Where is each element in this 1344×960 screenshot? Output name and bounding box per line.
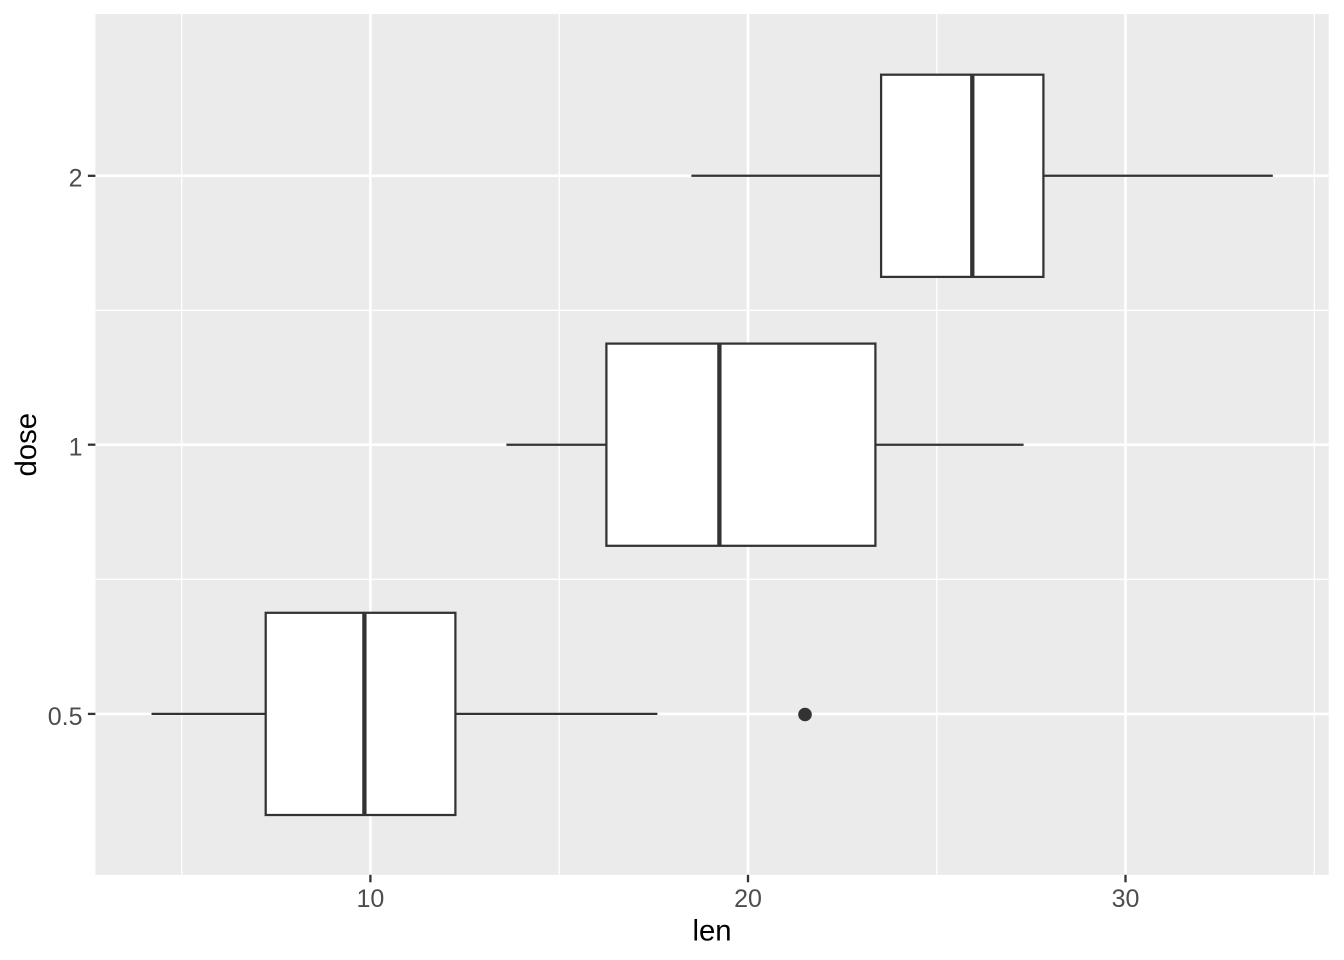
svg-text:10: 10 (356, 885, 384, 913)
svg-text:dose: dose (10, 413, 43, 477)
svg-text:1: 1 (69, 434, 83, 462)
svg-text:20: 20 (734, 885, 762, 913)
svg-text:2: 2 (69, 165, 83, 193)
svg-text:0.5: 0.5 (48, 703, 83, 731)
svg-text:len: len (692, 915, 731, 948)
svg-text:30: 30 (1112, 885, 1140, 913)
